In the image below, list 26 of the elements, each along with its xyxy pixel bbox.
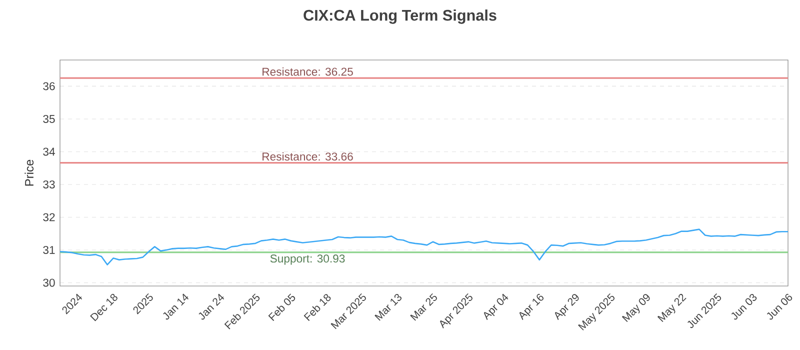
x-tick-label: Mar 25: [410, 293, 437, 321]
x-tick-label: Dec 18: [90, 294, 118, 322]
x-tick-label: Apr 04: [484, 294, 508, 320]
x-tick-label: Jun 06: [766, 294, 792, 320]
chart-title: CIX:CA Long Term Signals: [304, 9, 496, 24]
ref-line-label: Resistance: 36.25: [262, 67, 353, 76]
ref-line-label: Support: 30.93: [270, 254, 345, 265]
x-tick-label: May 22: [657, 294, 686, 322]
x-tick-label: Feb 05: [268, 294, 296, 321]
y-tick-label: 33: [43, 180, 55, 188]
y-tick-label: 34: [43, 148, 55, 156]
y-tick-label: 36: [43, 82, 55, 90]
x-tick-label: Jun 03: [731, 294, 757, 320]
y-tick-label: 32: [43, 213, 55, 222]
x-tick-label: Apr 16: [519, 294, 544, 320]
x-tick-label: Jan 14: [163, 294, 189, 320]
y-tick-label: 35: [43, 114, 55, 123]
x-tick-label: Feb 18: [304, 294, 331, 321]
y-axis-title: Price: [24, 160, 34, 186]
x-tick-label: Jan 24: [198, 294, 224, 320]
x-tick-label: Mar 13: [374, 294, 402, 321]
y-tick-label: 30: [43, 278, 55, 287]
x-tick-label: May 09: [622, 294, 650, 322]
ref-line-label: Resistance: 33.66: [262, 152, 353, 161]
y-tick-label: 31: [43, 246, 55, 254]
x-tick-label: Apr 29: [554, 294, 579, 320]
